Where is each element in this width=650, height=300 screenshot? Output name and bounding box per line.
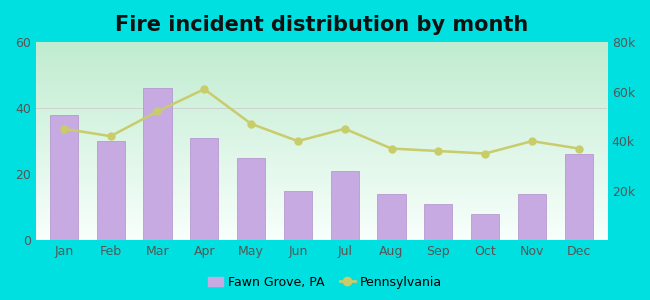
Title: Fire incident distribution by month: Fire incident distribution by month xyxy=(114,15,528,35)
Bar xyxy=(565,154,593,240)
Legend: Fawn Grove, PA, Pennsylvania: Fawn Grove, PA, Pennsylvania xyxy=(203,271,447,294)
Bar xyxy=(50,115,78,240)
Bar xyxy=(471,214,499,240)
Bar xyxy=(237,158,265,240)
Bar xyxy=(378,194,406,240)
Bar xyxy=(284,190,312,240)
Bar xyxy=(518,194,546,240)
Bar xyxy=(97,141,125,240)
Bar xyxy=(190,138,218,240)
Bar xyxy=(144,88,172,240)
Bar xyxy=(424,204,452,240)
Bar xyxy=(331,171,359,240)
